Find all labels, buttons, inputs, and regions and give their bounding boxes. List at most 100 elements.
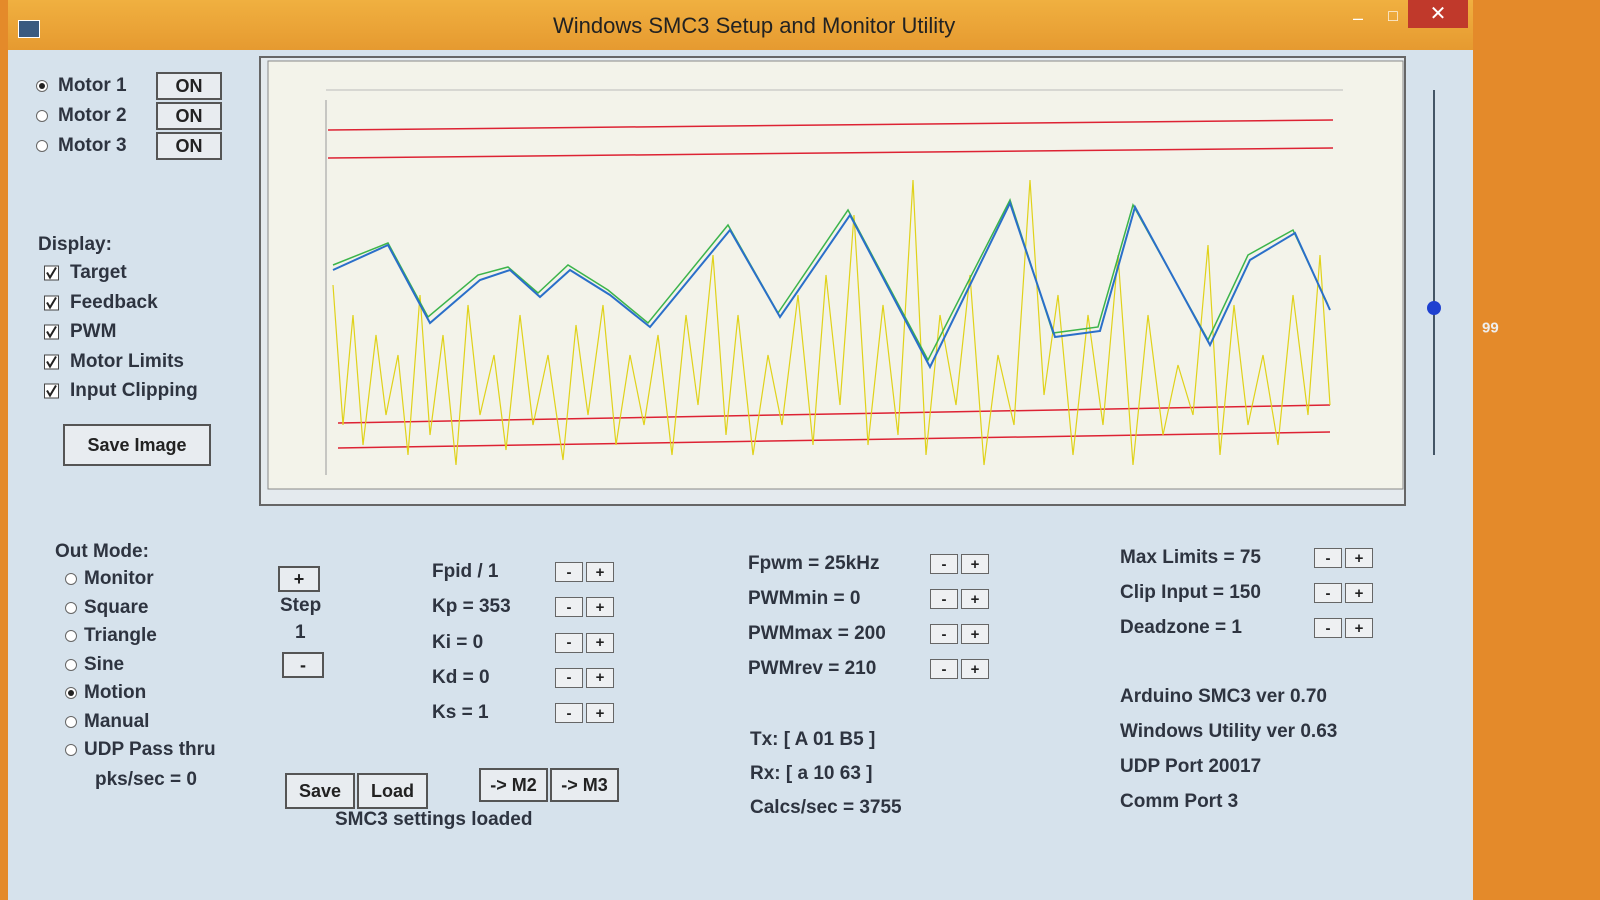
- speed-slider[interactable]: [1433, 90, 1435, 455]
- pwm-trace: [332, 179, 1331, 466]
- decrement-button[interactable]: -: [1314, 618, 1342, 638]
- decrement-button[interactable]: -: [930, 624, 958, 644]
- out-mode-option: Square: [84, 596, 149, 618]
- limit-parameter: Max Limits = 75: [1120, 547, 1261, 568]
- title-bar: Windows SMC3 Setup and Monitor Utility –…: [8, 0, 1473, 50]
- increment-button[interactable]: +: [961, 554, 989, 574]
- out-mode-option: Triangle: [84, 625, 157, 646]
- decrement-button[interactable]: -: [930, 554, 958, 574]
- version-info: Comm Port 3: [1120, 791, 1239, 812]
- display-checkbox[interactable]: [44, 324, 59, 340]
- motor-radio[interactable]: [36, 110, 48, 122]
- app-icon: [18, 20, 40, 38]
- pwm-parameter: PWMmax = 200: [748, 623, 886, 644]
- minimize-button[interactable]: –: [1352, 8, 1363, 28]
- copy-to-m3-button[interactable]: -> M3: [550, 768, 619, 802]
- slider-knob[interactable]: [1427, 301, 1441, 315]
- out-mode-option: Sine: [84, 653, 125, 675]
- save-image-button[interactable]: Save Image: [63, 424, 211, 466]
- display-option: Input Clipping: [70, 380, 198, 401]
- increment-button[interactable]: +: [586, 703, 614, 724]
- out-mode-radio[interactable]: [65, 573, 77, 585]
- increment-button[interactable]: +: [961, 624, 989, 644]
- decrement-button[interactable]: -: [555, 703, 583, 724]
- step-label: Step: [280, 595, 322, 616]
- increment-button[interactable]: +: [586, 632, 614, 653]
- maximize-button[interactable]: □: [1388, 8, 1398, 25]
- motor-label: Motor 3: [58, 135, 127, 156]
- motor-label: Motor 1: [58, 75, 127, 96]
- decrement-button[interactable]: -: [930, 589, 958, 609]
- out-mode-radio[interactable]: [65, 658, 77, 671]
- motor-label: Motor 2: [58, 105, 127, 126]
- step-value: 1: [295, 622, 306, 643]
- pwm-parameter: PWMmin = 0: [748, 588, 861, 609]
- increment-button[interactable]: +: [1345, 583, 1373, 603]
- pwm-parameter: PWMrev = 210: [748, 658, 877, 679]
- motor-radio[interactable]: [36, 140, 48, 152]
- display-option: Target: [70, 262, 127, 283]
- slider-value: 99: [1482, 319, 1499, 337]
- pwm-parameter: Fpwm = 25kHz: [748, 553, 880, 574]
- save-button[interactable]: Save: [285, 773, 355, 809]
- limit-line: [337, 404, 1331, 424]
- increment-button[interactable]: +: [961, 659, 989, 679]
- display-option: Motor Limits: [70, 350, 184, 372]
- display-checkbox[interactable]: [44, 383, 59, 399]
- decrement-button[interactable]: -: [930, 659, 958, 679]
- increment-button[interactable]: +: [586, 597, 614, 618]
- comm-status: Tx: [ A 01 B5 ]: [750, 729, 876, 750]
- pid-parameter: Fpid / 1: [432, 561, 499, 582]
- graph-area: [267, 60, 1404, 490]
- display-option: PWM: [70, 321, 117, 342]
- version-info: UDP Port 20017: [1120, 756, 1262, 777]
- decrement-button[interactable]: -: [555, 597, 583, 618]
- increment-button[interactable]: +: [1345, 618, 1373, 638]
- decrement-button[interactable]: -: [1314, 583, 1342, 603]
- motor-on-button[interactable]: ON: [156, 102, 222, 130]
- decrement-button[interactable]: -: [555, 632, 583, 653]
- out-mode-option: UDP Pass thru: [84, 739, 216, 760]
- pid-parameter: Kd = 0: [432, 666, 490, 688]
- step-decrement-button[interactable]: -: [282, 652, 324, 678]
- display-option: Feedback: [70, 291, 158, 313]
- out-mode-radio[interactable]: [65, 744, 77, 756]
- increment-button[interactable]: +: [586, 667, 614, 688]
- decrement-button[interactable]: -: [1314, 548, 1342, 568]
- display-heading: Display:: [38, 234, 112, 255]
- window-title: Windows SMC3 Setup and Monitor Utility: [553, 13, 956, 38]
- motor-on-button[interactable]: ON: [156, 132, 222, 160]
- out-mode-radio[interactable]: [65, 630, 77, 642]
- increment-button[interactable]: +: [961, 589, 989, 609]
- pid-parameter: Kp = 353: [432, 596, 511, 618]
- increment-button[interactable]: +: [1345, 548, 1373, 568]
- out-mode-radio[interactable]: [65, 687, 77, 699]
- display-checkbox[interactable]: [44, 354, 59, 369]
- motor-on-button[interactable]: ON: [156, 72, 222, 100]
- comm-status: Rx: [ a 10 63 ]: [750, 763, 873, 784]
- close-button[interactable]: ✕: [1408, 0, 1468, 28]
- increment-button[interactable]: +: [586, 562, 614, 582]
- decrement-button[interactable]: -: [555, 667, 583, 688]
- limit-parameter: Deadzone = 1: [1120, 617, 1242, 638]
- step-increment-button[interactable]: +: [278, 566, 320, 592]
- display-checkbox[interactable]: [44, 295, 59, 310]
- display-checkbox[interactable]: [44, 265, 59, 281]
- out-mode-option: Motion: [84, 682, 147, 703]
- limit-line: [327, 119, 1334, 131]
- packet-rate: pks/sec = 0: [95, 769, 197, 790]
- pid-parameter: Ks = 1: [432, 702, 489, 724]
- copy-to-m2-button[interactable]: -> M2: [479, 768, 548, 802]
- version-info: Arduino SMC3 ver 0.70: [1120, 686, 1327, 707]
- load-button[interactable]: Load: [357, 773, 428, 809]
- decrement-button[interactable]: -: [555, 562, 583, 582]
- pid-parameter: Ki = 0: [432, 631, 484, 653]
- limit-line: [327, 147, 1334, 159]
- out-mode-radio[interactable]: [65, 715, 77, 728]
- limit-parameter: Clip Input = 150: [1120, 582, 1261, 603]
- out-mode-radio[interactable]: [65, 601, 77, 614]
- motor-radio[interactable]: [36, 80, 48, 92]
- graph-panel: [259, 56, 1406, 506]
- comm-status: Calcs/sec = 3755: [750, 797, 902, 818]
